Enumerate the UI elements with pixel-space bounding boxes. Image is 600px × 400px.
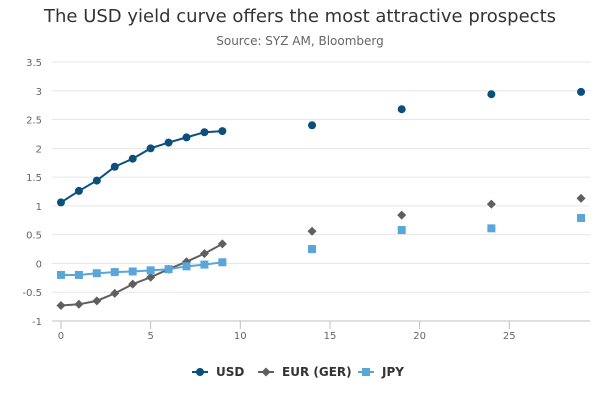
x-tick-label: 5 bbox=[147, 331, 153, 342]
x-tick-label: 20 bbox=[413, 331, 426, 342]
series-jpy bbox=[56, 213, 586, 279]
usd-point bbox=[487, 90, 496, 99]
y-tick-label: 3.5 bbox=[26, 58, 42, 69]
eur-ger-point bbox=[146, 272, 156, 282]
jpy-point bbox=[200, 260, 209, 269]
series-line-jpy bbox=[60, 261, 223, 276]
usd-point bbox=[146, 144, 155, 153]
y-tick-label: 0.5 bbox=[26, 231, 42, 242]
legend-item-jpy: JPY bbox=[358, 365, 404, 379]
usd-point bbox=[182, 133, 191, 142]
eur-ger-point bbox=[110, 288, 120, 298]
eur-ger-point bbox=[486, 199, 496, 209]
usd-point bbox=[218, 127, 227, 136]
jpy-point bbox=[128, 267, 137, 276]
x-tick-label: 25 bbox=[503, 331, 516, 342]
legend-label: EUR (GER) bbox=[282, 365, 352, 379]
y-tick-label: 2 bbox=[36, 144, 42, 155]
legend-item-usd: USD bbox=[192, 365, 244, 379]
legend-label: JPY bbox=[381, 365, 404, 379]
jpy-point bbox=[182, 262, 191, 271]
eur-ger-point bbox=[576, 193, 586, 203]
chart-subtitle: Source: SYZ AM, Bloomberg bbox=[216, 34, 384, 48]
legend-label: USD bbox=[216, 365, 244, 379]
usd-point bbox=[74, 186, 83, 195]
jpy-point bbox=[56, 270, 65, 279]
jpy-point bbox=[110, 268, 119, 277]
eur-ger-point bbox=[199, 249, 209, 259]
x-tick-label: 0 bbox=[58, 331, 64, 342]
eur-ger-point bbox=[74, 299, 84, 309]
series-line-eur-ger bbox=[60, 242, 223, 307]
usd-point bbox=[308, 121, 317, 130]
y-tick-label: 0 bbox=[36, 259, 42, 270]
y-tick-label: 1.5 bbox=[26, 173, 42, 184]
eur-ger-point bbox=[92, 296, 102, 306]
y-tick-label: 3 bbox=[36, 87, 42, 98]
y-tick-label: -0.5 bbox=[22, 288, 42, 299]
eur-ger-point bbox=[56, 300, 66, 310]
legend: USD EUR (GER) JPY bbox=[192, 365, 404, 379]
x-tick-label: 15 bbox=[324, 331, 337, 342]
jpy-point bbox=[397, 226, 406, 235]
jpy-point bbox=[218, 258, 227, 267]
eur-ger-legend-marker bbox=[261, 367, 271, 377]
usd-point bbox=[92, 176, 101, 185]
series-line-usd bbox=[60, 130, 223, 204]
usd-point bbox=[397, 105, 406, 114]
jpy-point bbox=[146, 266, 155, 275]
jpy-point bbox=[74, 270, 83, 279]
usd-point bbox=[200, 128, 209, 137]
eur-ger-point bbox=[307, 226, 317, 236]
usd-legend-marker bbox=[196, 368, 204, 376]
chart-title: The USD yield curve offers the most attr… bbox=[44, 6, 556, 27]
y-tick-label: 2.5 bbox=[26, 116, 42, 127]
y-tick-label: -1 bbox=[32, 317, 42, 328]
jpy-point bbox=[487, 224, 496, 233]
usd-point bbox=[110, 162, 119, 171]
usd-point bbox=[128, 154, 137, 163]
jpy-point bbox=[577, 213, 586, 222]
x-tick-label: 10 bbox=[234, 331, 247, 342]
y-tick-label: 1 bbox=[36, 202, 42, 213]
jpy-point bbox=[308, 245, 317, 254]
jpy-legend-marker bbox=[362, 368, 370, 376]
legend-item-eur-ger: EUR (GER) bbox=[258, 365, 352, 379]
series-usd bbox=[56, 87, 586, 207]
usd-point bbox=[56, 198, 65, 207]
jpy-point bbox=[164, 265, 173, 274]
jpy-point bbox=[92, 269, 101, 278]
usd-point bbox=[577, 87, 586, 96]
eur-ger-point bbox=[128, 279, 138, 289]
eur-ger-point bbox=[397, 210, 407, 220]
usd-point bbox=[164, 138, 173, 147]
eur-ger-point bbox=[217, 239, 227, 249]
